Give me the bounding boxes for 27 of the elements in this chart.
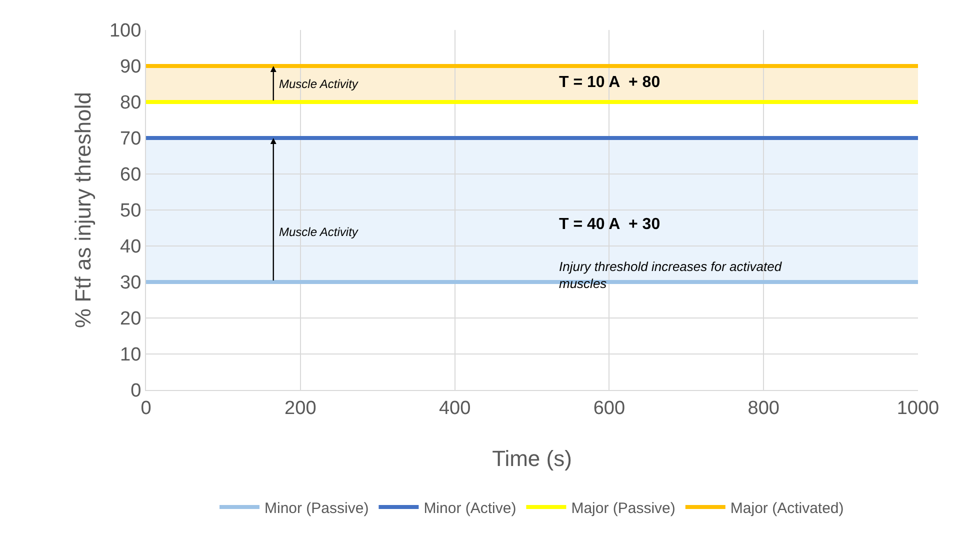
annotation: Injury threshold increases for activated muscles (559, 259, 782, 291)
y-tick-label: 30 (120, 272, 142, 294)
annotation: Muscle Activity (279, 225, 359, 239)
x-tick-label: 400 (438, 398, 471, 419)
x-tick-label: 200 (284, 398, 316, 419)
y-tick-label: 100 (109, 20, 142, 42)
legend-label: Minor (Passive) (264, 500, 369, 517)
annotation: Muscle Activity (279, 77, 359, 91)
annotation: T = 40 A + 30 (559, 216, 660, 233)
x-axis-title: Time (s) (492, 446, 572, 471)
y-axis-title: % Ftf as injury threshold (70, 92, 96, 328)
y-tick-label: 20 (120, 308, 142, 330)
x-tick-label: 800 (748, 398, 780, 419)
y-tick-label: 10 (120, 344, 142, 366)
y-tick-label: 60 (120, 164, 142, 186)
y-tick-label: 80 (120, 92, 142, 114)
legend-label: Major (Passive) (571, 500, 676, 517)
x-tick-label: 1000 (896, 398, 940, 419)
y-tick-label: 50 (120, 200, 142, 222)
annotation: T = 10 A + 80 (559, 74, 660, 91)
y-tick-label: 70 (120, 128, 142, 150)
y-tick-label: 40 (120, 236, 142, 258)
y-tick-label: 0 (130, 380, 142, 402)
legend-label: Major (Activated) (730, 500, 844, 517)
legend-label: Minor (Active) (424, 500, 516, 517)
x-tick-label: 600 (593, 398, 626, 419)
y-tick-label: 90 (120, 56, 142, 78)
